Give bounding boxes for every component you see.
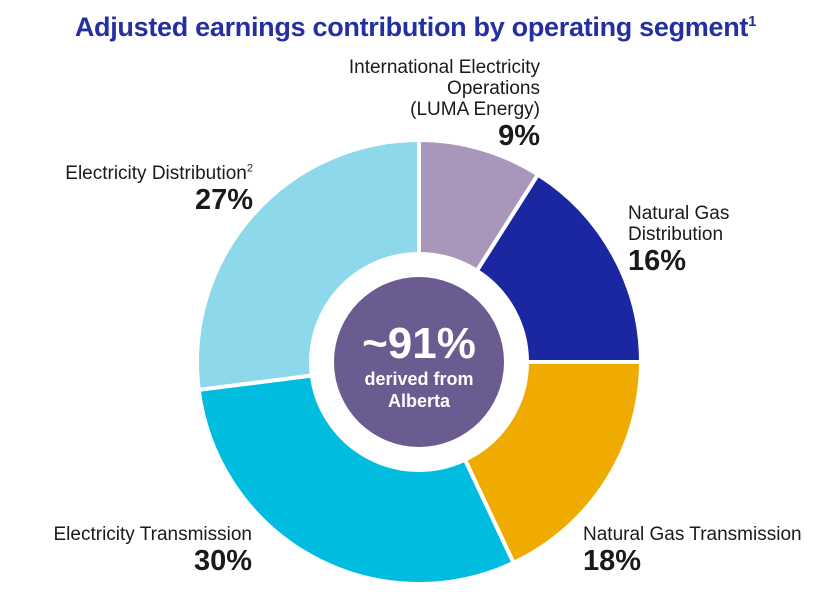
label-luma-value: 9% [498,120,540,152]
label-ng-transmission: Natural Gas Transmission 18% [583,524,802,577]
chart-title-text: Adjusted earnings contribution by operat… [74,12,749,42]
center-caption-line1: derived from [364,369,473,389]
label-elec-distribution-value: 27% [194,184,253,216]
label-ng-transmission-value: 18% [583,545,642,577]
label-elec-distribution-line1: Electricity Distribution2 [65,163,253,184]
label-ng-distribution-line2: Distribution [628,224,724,245]
label-elec-transmission-value: 30% [193,545,252,577]
label-luma-line2: Operations [447,78,540,99]
slice-natural-gas-distribution [474,172,643,364]
slice-electricity-distribution [195,138,421,392]
label-ng-distribution-value: 16% [628,245,687,277]
slice-electricity-transmission [196,373,516,586]
label-luma: International Electricity Operations (LU… [349,57,540,152]
label-elec-distribution-footnote: 2 [246,162,253,175]
center-circle [334,277,504,447]
label-ng-transmission-line1: Natural Gas Transmission [583,524,802,545]
label-luma-line1: International Electricity [348,57,540,78]
label-elec-distribution: Electricity Distribution2 27% [65,163,253,216]
label-ng-distribution: Natural Gas Distribution 16% [628,203,729,277]
title-footnote: 1 [748,13,757,30]
label-elec-transmission-line1: Electricity Transmission [53,524,253,545]
label-luma-line3: (LUMA Energy) [410,99,540,120]
chart-title: Adjusted earnings contribution by operat… [0,12,831,43]
center-percentage: ~91% [362,319,476,368]
center-caption-line2: Alberta [388,391,451,411]
label-ng-distribution-line1: Natural Gas [628,203,730,224]
label-elec-distribution-text: Electricity Distribution [65,163,247,184]
label-elec-transmission: Electricity Transmission 30% [54,524,253,577]
slice-natural-gas-transmission [462,360,643,565]
